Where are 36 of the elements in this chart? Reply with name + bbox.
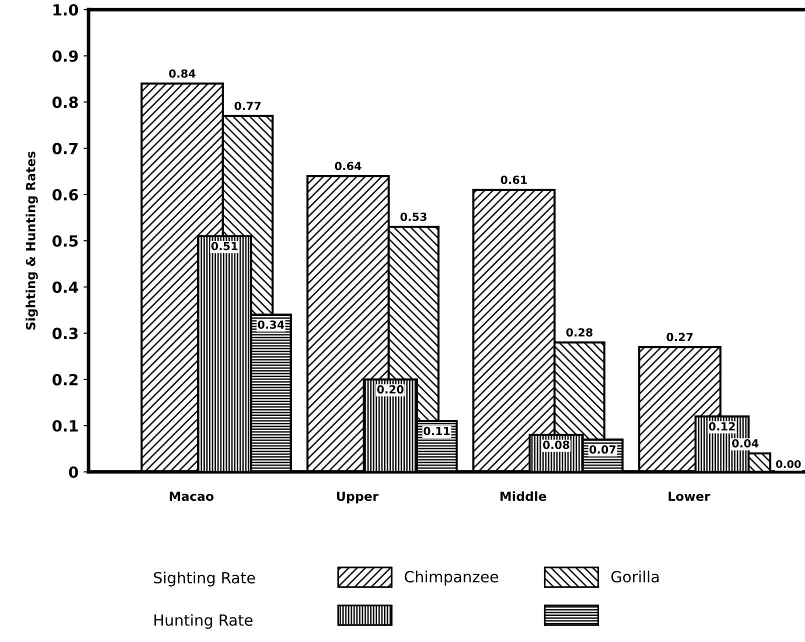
text: Hunting Rate — [154, 614, 252, 629]
data-label: 0.28 — [566, 328, 592, 337]
legend-label: Gorilla — [611, 570, 659, 582]
data-label: 0.77 — [234, 102, 261, 110]
data-label: 0.51 — [211, 242, 238, 250]
y-tick-label: 0.8 — [52, 96, 78, 108]
y-tick-label: 0.6 — [52, 188, 78, 201]
y-tick-label: 0.5 — [52, 235, 78, 247]
data-label: 0.20 — [377, 385, 404, 394]
x-tick-label: Middle — [500, 491, 546, 501]
data-label: 0.64 — [334, 162, 362, 170]
data-label: 0.53 — [400, 212, 426, 222]
data-label: 0.84 — [169, 69, 196, 78]
y-tick-label: 0 — [68, 466, 78, 478]
y-axis-title: Sighting & Hunting Rates — [26, 152, 38, 330]
y-tick-label: 1.0 — [53, 4, 78, 16]
x-tick-label: Macao — [170, 492, 214, 501]
x-tick-label: Lower — [668, 492, 710, 501]
y-tick-label: 0.1 — [52, 420, 78, 432]
x-tick-label: Upper — [337, 492, 379, 504]
data-label: 0.08 — [543, 440, 570, 450]
data-label: 0.34 — [258, 320, 284, 329]
y-tick-label: 0.7 — [52, 142, 78, 154]
data-label: 0.11 — [424, 426, 450, 436]
data-label: 0.12 — [708, 422, 735, 431]
data-label: 0.00 — [776, 460, 801, 468]
legend-label: Chimpanzee — [404, 570, 498, 586]
data-label: 0.07 — [589, 445, 616, 454]
text: Sighting Rate — [154, 572, 255, 586]
y-tick-label: 0.9 — [52, 50, 78, 62]
y-tick-label: 0.3 — [52, 328, 78, 340]
data-label: 0.04 — [732, 439, 758, 448]
y-tick-label: 0.4 — [52, 281, 78, 293]
y-tick-label: 0.2 — [52, 374, 78, 386]
data-label: 0.27 — [666, 332, 693, 342]
data-label: 0.61 — [500, 176, 527, 184]
